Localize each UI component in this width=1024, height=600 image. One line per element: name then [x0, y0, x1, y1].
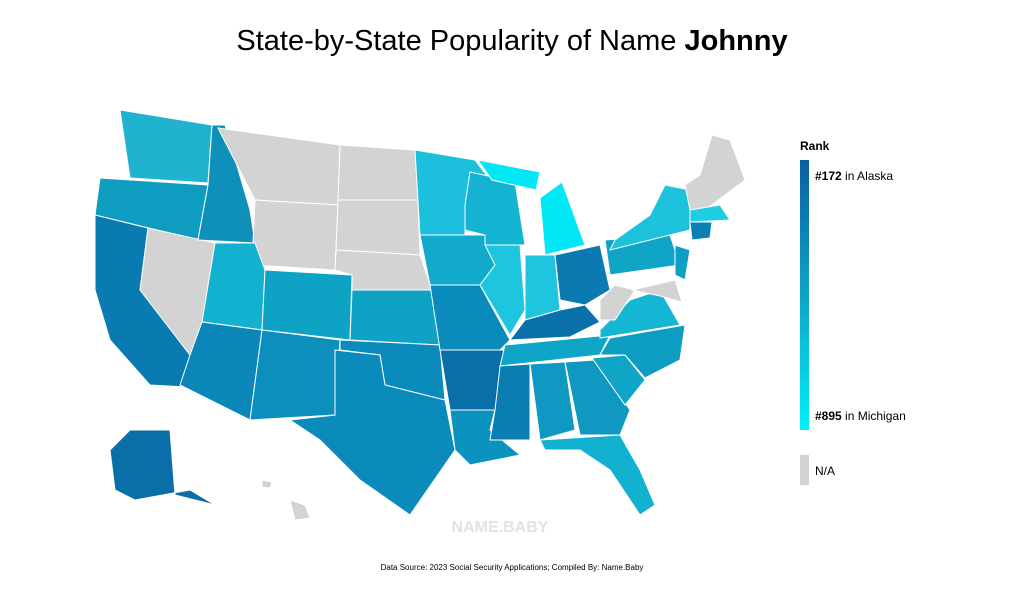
state — [689, 204, 731, 223]
legend-title: Rank — [800, 139, 830, 153]
state — [335, 199, 421, 256]
state — [508, 304, 601, 341]
state — [464, 171, 526, 246]
state — [684, 134, 746, 211]
state — [539, 434, 656, 516]
legend-max-rank: #172 — [815, 169, 842, 183]
state — [289, 499, 311, 521]
state — [564, 359, 631, 436]
state — [288, 349, 456, 516]
title-name: Johnny — [684, 25, 787, 57]
legend-na-swatch — [800, 455, 809, 485]
state — [476, 159, 541, 191]
watermark: NAME.BABY — [452, 519, 549, 536]
title-text: State-by-State Popularity of Name — [236, 25, 676, 57]
legend-na: N/A — [815, 464, 835, 478]
state — [631, 279, 683, 303]
state — [349, 289, 441, 346]
state — [674, 244, 691, 281]
state — [524, 254, 561, 321]
state — [609, 184, 691, 251]
state — [109, 429, 216, 506]
legend-min-rank: #895 — [815, 409, 842, 423]
state — [591, 354, 646, 406]
legend-max-label: in Alaska — [845, 169, 893, 183]
state — [439, 349, 506, 411]
state — [539, 181, 586, 256]
state — [599, 324, 686, 379]
legend-gradient — [800, 160, 809, 430]
us-map — [94, 109, 746, 521]
state — [479, 244, 526, 336]
state — [179, 321, 263, 421]
title: State-by-State Popularity of Name Johnny — [236, 25, 787, 57]
legend-min-label: in Michigan — [845, 409, 906, 423]
state — [261, 269, 353, 341]
state — [251, 199, 339, 271]
state — [689, 221, 713, 241]
source: Data Source: 2023 Social Security Applic… — [381, 563, 644, 572]
state — [554, 244, 611, 306]
state — [119, 109, 213, 184]
state — [599, 284, 636, 321]
state — [261, 479, 273, 489]
legend-min: #895 in Michigan — [815, 409, 906, 423]
state — [249, 329, 341, 421]
state — [489, 363, 531, 441]
state — [529, 361, 576, 441]
state — [337, 144, 419, 201]
legend-max: #172 in Alaska — [815, 169, 893, 183]
state — [419, 234, 496, 286]
